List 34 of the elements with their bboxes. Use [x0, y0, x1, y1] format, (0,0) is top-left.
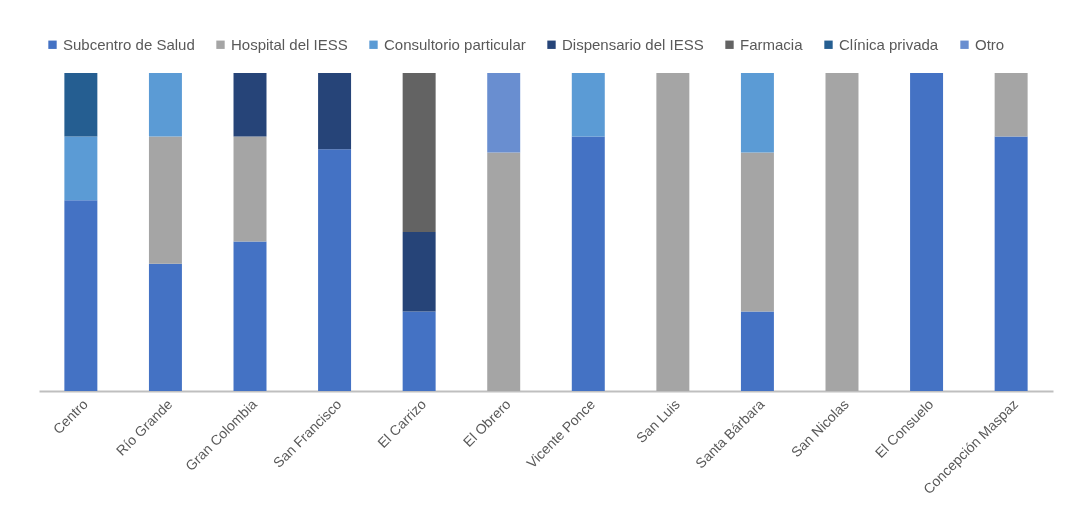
bar — [740, 152, 774, 312]
bar — [825, 73, 859, 391]
bar — [64, 200, 98, 391]
bar — [740, 73, 774, 153]
bar — [487, 73, 521, 153]
bar — [233, 136, 267, 242]
legend-label: Otro — [975, 35, 1005, 53]
bar — [910, 73, 944, 391]
bar — [402, 311, 436, 391]
x-tick-label: San Luis — [632, 396, 683, 446]
bar — [571, 136, 605, 391]
bar — [571, 73, 605, 137]
legend-label: Subcentro de Salud — [63, 35, 195, 53]
bar — [402, 232, 436, 312]
bar — [402, 73, 436, 232]
bar — [64, 73, 98, 137]
bar — [148, 73, 182, 137]
bar — [233, 73, 267, 137]
legend-label: Dispensario del IESS — [562, 35, 704, 53]
bar — [148, 136, 182, 264]
bar — [656, 73, 690, 391]
bar — [994, 136, 1028, 391]
legend-label: Consultorio particular — [384, 35, 526, 53]
bar — [233, 241, 267, 391]
legend-label: Clínica privada — [839, 35, 939, 53]
legend-label: Farmacia — [740, 35, 804, 53]
bar — [318, 149, 352, 391]
bar — [318, 73, 352, 150]
bar — [994, 73, 1028, 137]
bar — [740, 311, 774, 391]
bar — [64, 136, 98, 201]
bar — [487, 152, 521, 391]
bar — [148, 263, 182, 391]
legend-label: Hospital del IESS — [231, 35, 348, 53]
